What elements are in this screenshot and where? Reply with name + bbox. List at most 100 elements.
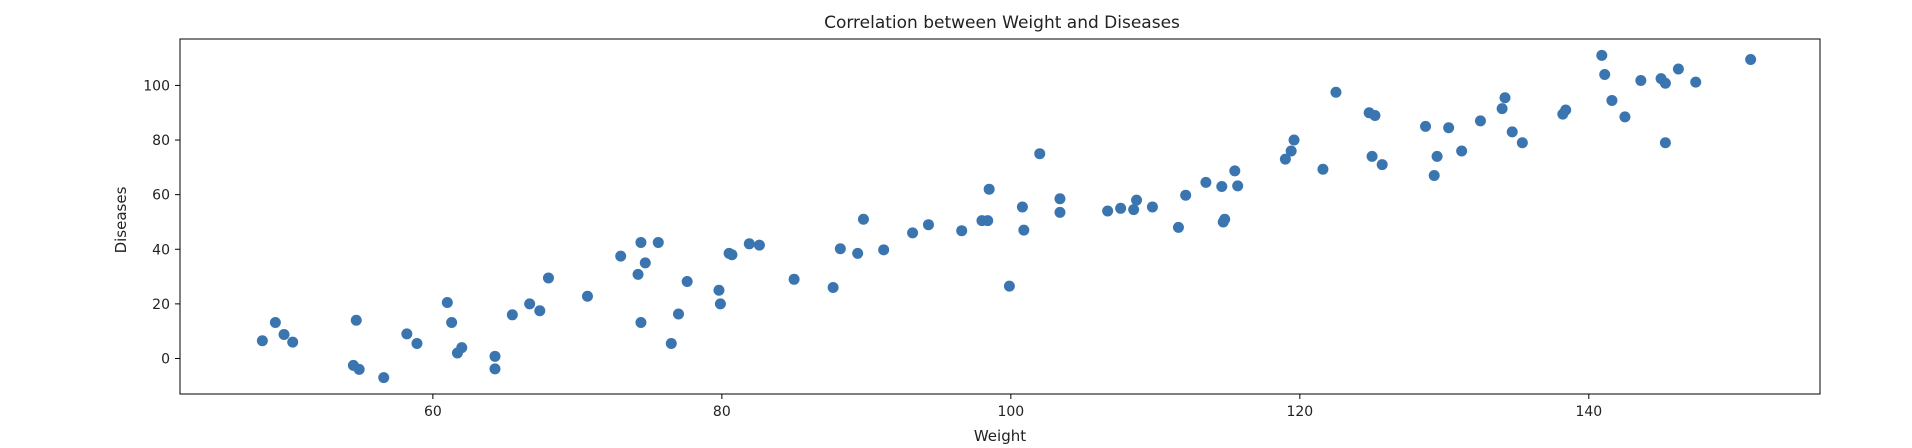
data-point — [1376, 159, 1388, 171]
data-point — [1516, 137, 1528, 149]
data-point — [1288, 134, 1300, 146]
data-point — [743, 238, 755, 250]
data-point — [1672, 63, 1684, 75]
data-point — [1506, 126, 1518, 138]
data-point — [350, 314, 362, 326]
data-point — [278, 328, 290, 340]
data-point — [857, 213, 869, 225]
data-point — [639, 257, 651, 269]
data-point — [1474, 115, 1486, 127]
data-point — [1456, 145, 1468, 157]
data-point — [1619, 111, 1631, 123]
data-point — [1018, 224, 1030, 236]
data-point — [1659, 77, 1671, 89]
data-point — [1219, 213, 1231, 225]
y-tick-label: 20 — [152, 297, 170, 313]
data-point — [1003, 280, 1015, 292]
data-point — [907, 227, 919, 239]
data-point — [489, 363, 501, 375]
x-axis-label: Weight — [974, 427, 1026, 445]
data-point — [827, 282, 839, 293]
data-point — [1180, 189, 1192, 201]
data-point — [524, 298, 536, 310]
data-point — [1690, 76, 1702, 88]
data-point — [635, 236, 647, 248]
data-point — [269, 316, 281, 328]
plot-area — [179, 38, 1821, 395]
data-point — [726, 249, 738, 261]
x-tick-label: 100 — [997, 404, 1024, 420]
y-axis-label: Diseases — [112, 186, 130, 253]
data-point — [353, 363, 365, 375]
data-point — [673, 308, 685, 320]
data-points — [256, 49, 1757, 384]
data-point — [489, 350, 501, 362]
data-point — [256, 335, 268, 347]
data-point — [1115, 202, 1127, 214]
y-tick-label: 80 — [152, 133, 170, 149]
data-point — [542, 272, 554, 284]
data-point — [1431, 150, 1443, 162]
data-point — [1496, 103, 1508, 115]
data-point — [1366, 150, 1378, 162]
y-tick-label: 100 — [143, 78, 170, 94]
data-point — [1369, 109, 1381, 121]
data-point — [1317, 163, 1329, 175]
data-point — [956, 225, 968, 237]
data-point — [1599, 69, 1611, 80]
x-tick-label: 60 — [424, 404, 442, 420]
y-tick-label: 60 — [152, 188, 170, 204]
data-point — [1428, 170, 1440, 182]
x-tick-label: 120 — [1286, 404, 1313, 420]
data-point — [834, 243, 846, 255]
data-point — [1745, 53, 1757, 65]
data-point — [681, 275, 693, 287]
data-point — [615, 250, 627, 262]
data-point — [506, 309, 518, 321]
data-point — [378, 372, 390, 384]
data-point — [1146, 201, 1158, 213]
data-point — [1606, 94, 1618, 106]
data-point — [446, 316, 458, 328]
data-point — [982, 215, 994, 227]
data-point — [1330, 86, 1342, 98]
data-point — [1443, 122, 1455, 134]
y-tick-label: 0 — [161, 352, 170, 368]
data-point — [878, 244, 890, 256]
data-point — [1034, 148, 1046, 160]
data-point — [534, 305, 546, 317]
data-point — [788, 273, 800, 285]
data-point — [632, 268, 644, 280]
data-point — [652, 236, 664, 248]
data-point — [401, 328, 413, 340]
data-point — [1659, 137, 1671, 149]
data-point — [1635, 75, 1647, 87]
data-point — [1131, 194, 1143, 206]
data-point — [753, 239, 765, 251]
data-point — [1200, 176, 1212, 188]
data-point — [922, 219, 934, 231]
data-point — [714, 298, 726, 310]
data-point — [1596, 49, 1608, 61]
data-point — [1229, 165, 1241, 177]
data-point — [852, 247, 864, 259]
data-point — [456, 342, 468, 354]
data-point — [713, 284, 725, 296]
data-point — [1016, 201, 1028, 213]
y-axis: 0 20 40 60 80 100 — [143, 78, 180, 368]
data-point — [1560, 104, 1572, 116]
chart-title: Correlation between Weight and Diseases — [824, 13, 1180, 33]
data-point — [1499, 92, 1511, 104]
data-point — [1102, 205, 1114, 217]
data-point — [1216, 180, 1228, 192]
data-point — [1054, 193, 1066, 205]
data-point — [983, 183, 995, 195]
data-point — [1285, 145, 1297, 157]
data-point — [1172, 221, 1184, 233]
data-point — [1232, 180, 1244, 192]
data-point — [581, 290, 593, 302]
data-point — [411, 337, 423, 349]
data-point — [441, 297, 453, 309]
data-point — [1420, 120, 1432, 132]
